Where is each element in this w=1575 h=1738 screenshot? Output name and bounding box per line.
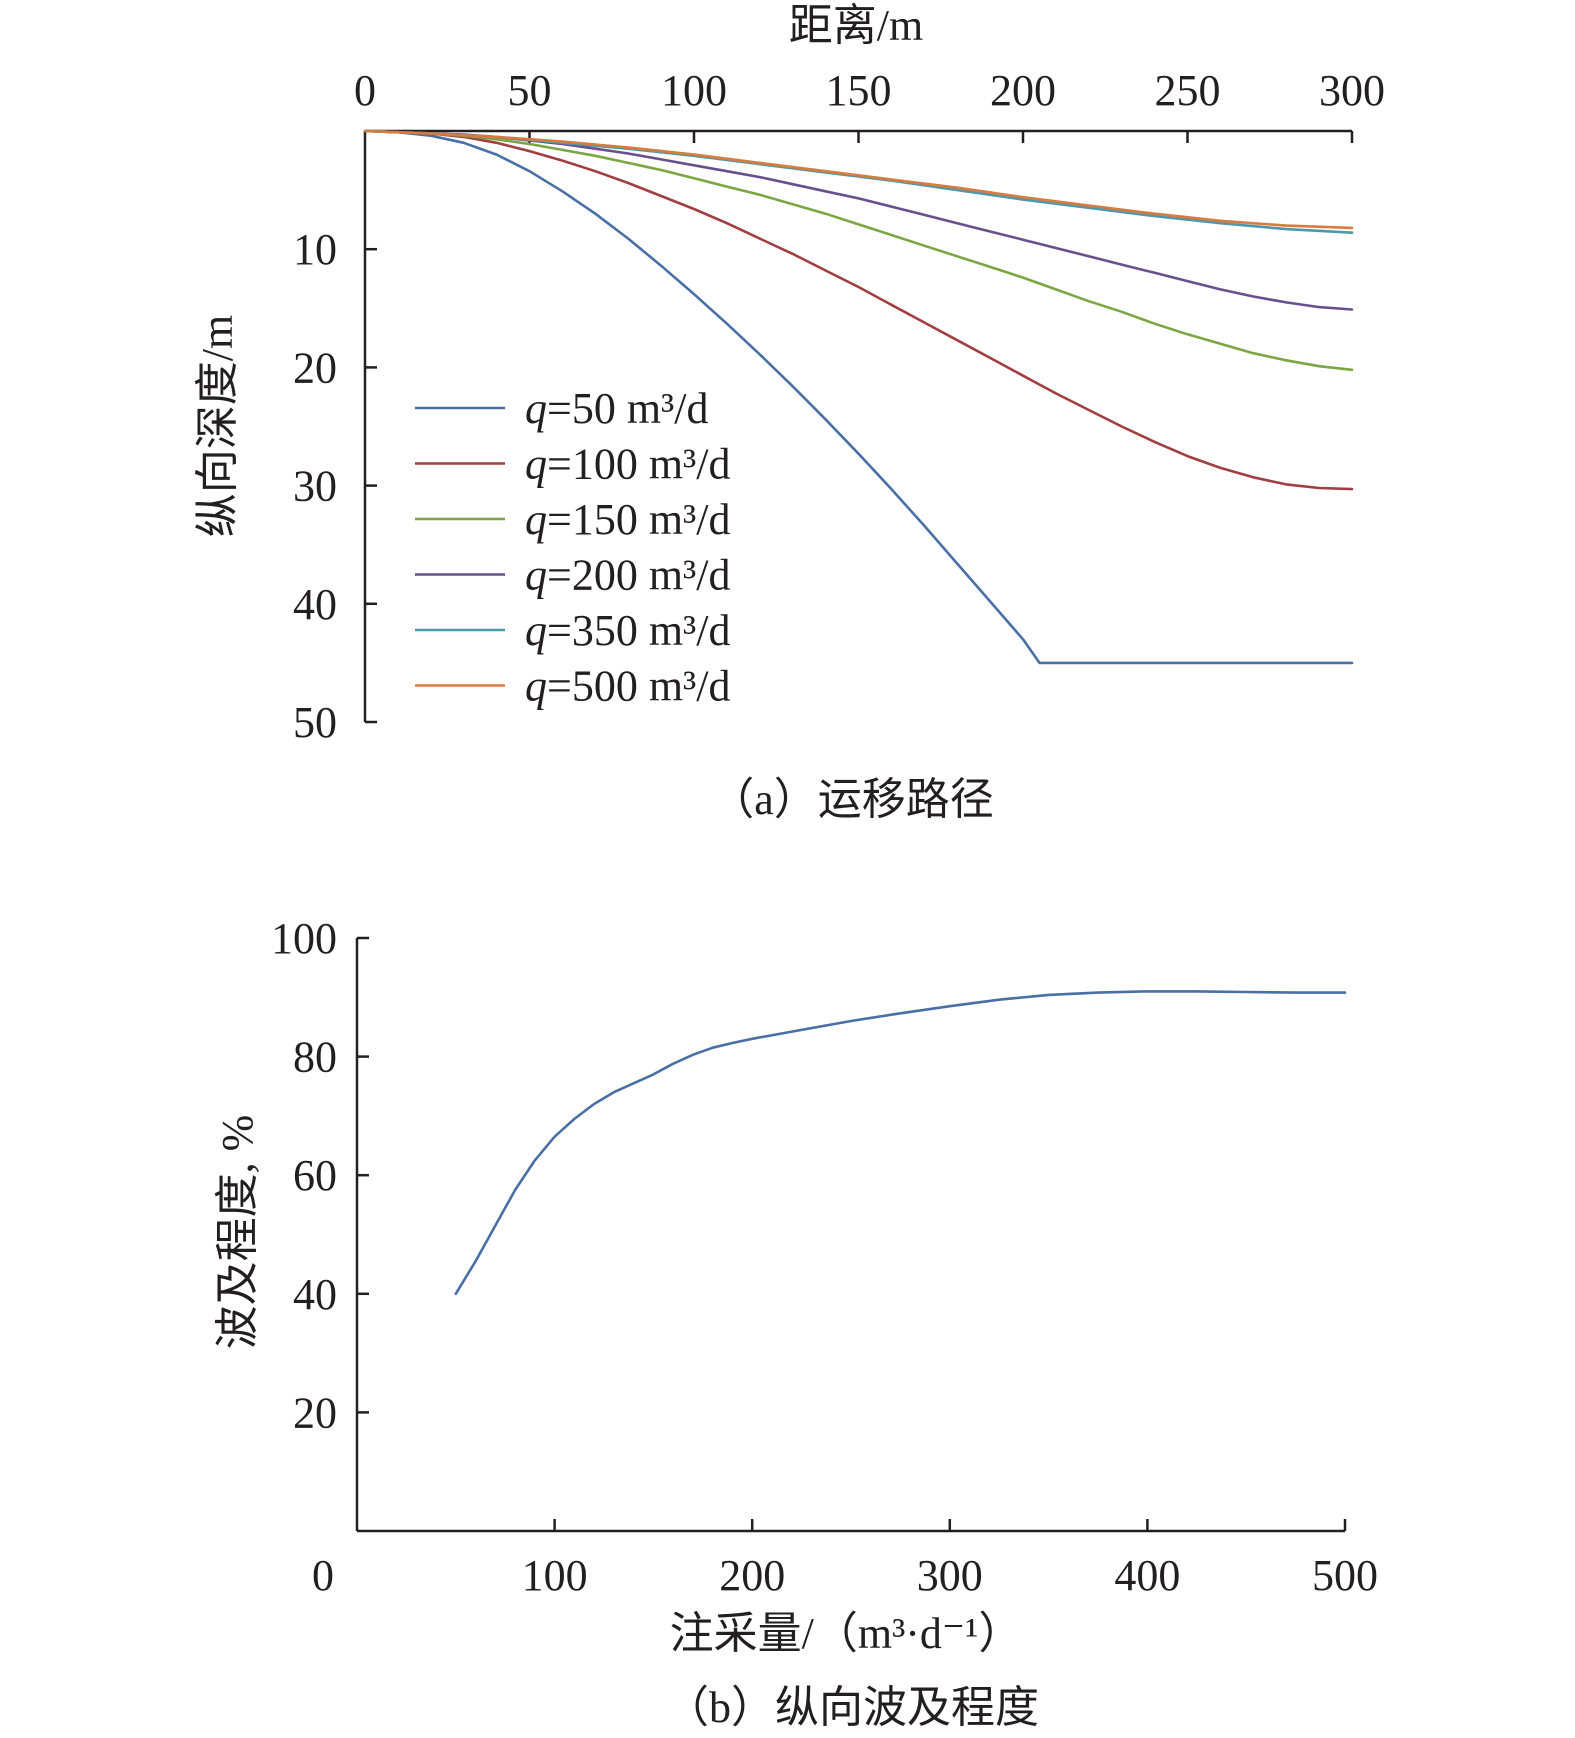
panel-b-series-line [454, 990, 1347, 1296]
panel-b-series-group [454, 990, 1347, 1296]
panel-a-y-tick-label: 30 [293, 462, 337, 511]
legend-label: q=150 m³/d [525, 495, 730, 544]
panel-a-x-tick-label: 200 [990, 66, 1056, 115]
panel-b-sweep-degree: 0 100 200 300 400 500 20 40 60 80 100 波及程度, % 注采量… [213, 914, 1378, 1732]
panel-a-y-ticks: 10 20 30 40 50 [293, 225, 377, 747]
panel-a-series-group [363, 129, 1354, 665]
legend-label: q=350 m³/d [525, 606, 730, 655]
legend-label: q=500 m³/d [525, 662, 730, 711]
panel-a-x-tick-label: 150 [826, 66, 892, 115]
panel-a-legend: q=50 m³/dq=100 m³/dq=150 m³/dq=200 m³/dq… [415, 384, 730, 711]
panel-a-y-tick-label: 50 [293, 698, 337, 747]
legend-label-variable: q [525, 384, 547, 433]
panel-a-y-tick-label: 40 [293, 580, 337, 629]
legend-label-variable: q [525, 606, 547, 655]
panel-a-migration-path: 距离/m 0 50 100 150 200 250 300 10 20 30 40 50 纵向深度/… [193, 1, 1385, 824]
panel-a-y-tick-label: 20 [293, 343, 337, 392]
legend-label-variable: q [525, 551, 547, 600]
legend-label-value: =50 m³/d [547, 384, 708, 433]
panel-b-x-ticks: 0 100 200 300 400 500 [312, 1519, 1378, 1600]
panel-a-caption: （a）运移路径 [710, 775, 994, 824]
panel-a-x-tick-label: 300 [1319, 66, 1385, 115]
panel-a-x-tick-label: 0 [354, 66, 376, 115]
legend-label-variable: q [525, 495, 547, 544]
panel-a-x-tick-label: 50 [508, 66, 552, 115]
panel-b-y-ticks: 20 40 60 80 100 [271, 914, 369, 1437]
panel-b-x-tick-label: 100 [522, 1551, 588, 1600]
panel-a-series-line [363, 129, 1354, 665]
legend-label-value: =200 m³/d [547, 551, 730, 600]
panel-a-x-tick-label: 250 [1155, 66, 1221, 115]
legend-label: q=50 m³/d [525, 384, 708, 433]
legend-label-variable: q [525, 440, 547, 489]
panel-b-y-tick-label: 60 [293, 1151, 337, 1200]
panel-b-x-tick-label: 0 [312, 1551, 334, 1600]
panel-a-series-line [363, 129, 1354, 491]
panel-a-x-tick-label: 100 [661, 66, 727, 115]
panel-b-x-tick-label: 400 [1114, 1551, 1180, 1600]
legend-label-value: =350 m³/d [547, 606, 730, 655]
panel-b-x-tick-label: 300 [917, 1551, 983, 1600]
panel-b-y-tick-label: 20 [293, 1388, 337, 1437]
panel-b-caption: （b）纵向波及程度 [665, 1683, 1039, 1732]
panel-a-x-ticks: 0 50 100 150 200 250 300 [354, 66, 1385, 143]
panel-b-y-tick-label: 80 [293, 1033, 337, 1082]
legend-label-value: =100 m³/d [547, 440, 730, 489]
legend-label: q=200 m³/d [525, 551, 730, 600]
panel-b-y-tick-label: 100 [271, 914, 337, 963]
panel-b-y-axis-title: 波及程度, % [213, 1115, 262, 1350]
panel-a-x-axis-title: 距离/m [789, 1, 923, 50]
panel-a-series-line [363, 129, 1354, 230]
panel-a-y-axis-title: 纵向深度/m [193, 315, 242, 537]
panel-b-x-axis-title: 注采量/（m³·d⁻¹） [670, 1609, 1023, 1658]
legend-label: q=100 m³/d [525, 440, 730, 489]
panel-b-y-tick-label: 40 [293, 1270, 337, 1319]
panel-a-series-line [363, 129, 1354, 372]
panel-a-y-tick-label: 10 [293, 225, 337, 274]
legend-label-value: =150 m³/d [547, 495, 730, 544]
legend-label-variable: q [525, 662, 547, 711]
panel-b-x-tick-label: 200 [719, 1551, 785, 1600]
panel-b-x-tick-label: 500 [1312, 1551, 1378, 1600]
legend-label-value: =500 m³/d [547, 662, 730, 711]
